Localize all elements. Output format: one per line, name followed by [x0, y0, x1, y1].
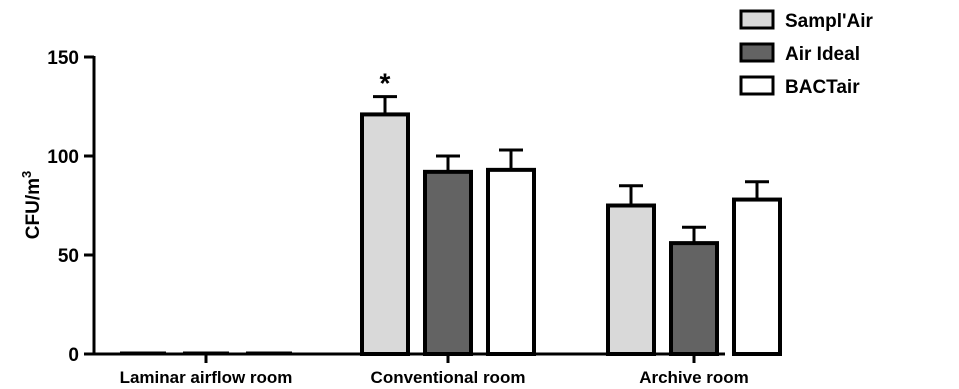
bar — [423, 169, 473, 356]
legend-swatch — [739, 42, 775, 63]
bar — [669, 241, 719, 356]
legend-label: Air Ideal — [785, 44, 860, 65]
legend-label: Sampl'Air — [785, 11, 874, 32]
bar — [732, 197, 782, 356]
labels-layer: * 0 50 100 150 Laminar airflow room Convention… — [19, 48, 749, 387]
legend-label: BACTair — [785, 77, 860, 98]
bar — [606, 203, 656, 356]
significance-marker: * — [380, 68, 391, 99]
legend: Sampl'Air Air Ideal BACTair — [739, 9, 874, 98]
y-tick-label: 100 — [47, 147, 79, 168]
bars-layer — [120, 95, 782, 356]
y-tick-label: 50 — [58, 246, 79, 267]
x-tick-label: Laminar airflow room — [120, 368, 293, 387]
bar — [360, 112, 410, 356]
axes-layer — [84, 55, 725, 363]
y-axis-title: CFU/m3 — [19, 171, 44, 239]
legend-swatch — [739, 9, 775, 30]
x-tick-label: Conventional room — [371, 368, 526, 387]
y-tick-label: 0 — [68, 345, 79, 366]
y-tick-label: 150 — [47, 48, 79, 69]
x-tick-label: Archive room — [639, 368, 749, 387]
bar — [486, 167, 536, 356]
legend-swatch — [739, 75, 775, 96]
